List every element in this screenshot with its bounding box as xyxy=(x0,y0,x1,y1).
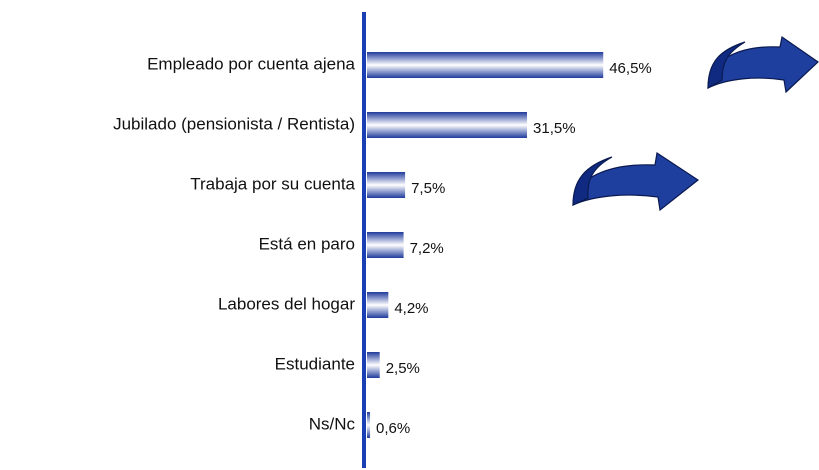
category-label: Trabaja por su cuenta xyxy=(190,174,355,193)
category-label: Está en paro xyxy=(259,234,355,253)
decor-arrow xyxy=(572,151,700,212)
bar xyxy=(367,172,406,198)
category-label: Labores del hogar xyxy=(218,294,355,313)
value-label: 46,5% xyxy=(609,60,652,77)
value-label: 4,2% xyxy=(394,300,428,317)
bar xyxy=(367,292,389,318)
bar xyxy=(367,112,528,138)
category-label: Empleado por cuenta ajena xyxy=(147,54,355,73)
bar xyxy=(367,232,404,258)
category-label: Jubilado (pensionista / Rentista) xyxy=(113,114,355,133)
bar xyxy=(367,352,380,378)
value-label: 31,5% xyxy=(533,120,576,137)
bar xyxy=(367,412,371,438)
bar xyxy=(367,52,604,78)
decor-arrow xyxy=(707,35,819,94)
category-label: Ns/Nc xyxy=(309,414,356,433)
value-label: 2,5% xyxy=(386,360,420,377)
value-label: 0,6% xyxy=(376,420,410,437)
value-label: 7,5% xyxy=(411,180,445,197)
value-label: 7,2% xyxy=(410,240,444,257)
category-label: Estudiante xyxy=(275,354,355,373)
